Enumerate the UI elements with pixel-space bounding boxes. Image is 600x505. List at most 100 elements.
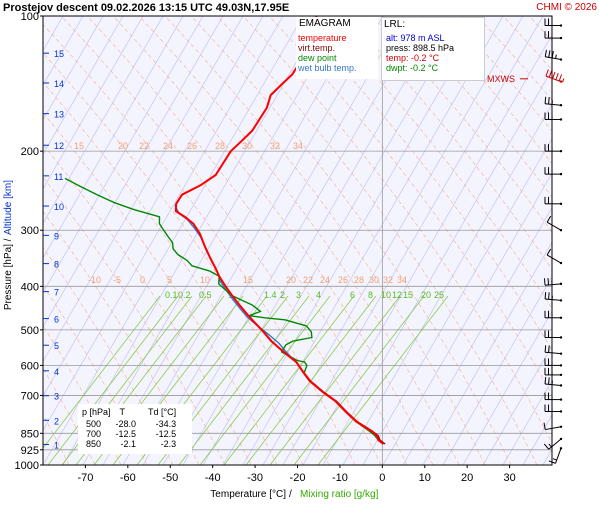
theta-label: 32 [270,141,280,151]
theta-label: 32 [383,275,393,285]
table-cell: -12.5 [144,429,176,439]
lrl-dwpt: dwpt: -0.2 °C [386,63,484,73]
mixing-ratio-label: 20 [421,290,431,300]
mixing-ratio-label: 12 [392,290,402,300]
altitude-tick-label: 1 [54,440,59,450]
table-cell: 700 [82,429,116,439]
wind-barb-dot [560,58,562,60]
summary-table-grid: p [hPa] T Td [°C] 500 -28.0 -34.3 700 -1… [82,407,176,449]
theta-label: 26 [187,141,197,151]
chart-title: Prostejov descent 09.02.2026 13:15 UTC 4… [3,2,289,14]
wind-barb-flag [549,346,550,353]
wind-barb-dot [560,299,562,301]
wind-barb-dot [560,283,562,285]
table-header-row: p [hPa] T Td [°C] [82,407,176,419]
altitude-tick-label: 2 [54,416,59,426]
lrl-temp: temp: -0.2 °C [386,53,484,63]
mixing-ratio-label: 8 [368,290,373,300]
wind-barb-flag [549,377,550,384]
theta-label: 5 [167,275,172,285]
altitude-tick-label: 7 [54,288,59,298]
wind-barb-dot [560,24,562,26]
altitude-tick-label: 3 [54,392,59,402]
legend-item-virt-temp: virt.temp. [298,43,378,53]
table-cell: -34.3 [144,419,176,429]
table-header: T [116,407,145,419]
altitude-tick-label: 4 [54,367,59,377]
mxws-label: MXWS [487,74,515,84]
lrl-alt: alt: 978 m ASL [386,33,484,43]
table-header: Td [°C] [144,407,176,419]
y-axis-separator: / [3,238,14,241]
wind-barb-dot [560,336,562,338]
table-header: p [hPa] [82,407,116,419]
mixing-ratio-label: 1.4 [264,290,277,300]
wind-barb-flag [545,292,546,299]
wind-barb-dot [560,410,562,412]
mixing-ratio-label: 4 [316,290,321,300]
theta-label: 15 [74,141,84,151]
wind-barb-flag [545,377,546,384]
legend-title: EMAGRAM [299,19,378,29]
credit-label: CHMI © 2026 [536,2,597,13]
theta-label: 26 [338,275,348,285]
theta-label: 10 [200,275,210,285]
wind-barb-dot [560,364,562,366]
table-row: 700 -12.5 -12.5 [82,429,176,439]
wind-barb-dot [560,104,562,106]
x-tick-label: -70 [77,472,93,484]
y-tick-label: 1000 [15,460,39,472]
legend-item-dew-point: dew point [298,53,378,63]
y-tick-label: 400 [21,281,39,293]
altitude-tick-label: 8 [54,260,59,270]
mixing-ratio-label: 15 [403,290,413,300]
table-cell: -2.1 [116,439,145,449]
y-tick-label: 200 [21,146,39,158]
table-cell: -2.3 [144,439,176,449]
wind-barb-dot [560,352,562,354]
wind-barb-dot [560,447,562,449]
wind-barb-dot [560,374,562,376]
altitude-tick-label: 5 [54,341,59,351]
wind-barb-flag [545,97,546,104]
mixing-ratio-label: 0.5 [199,290,212,300]
wind-barb-flag [544,278,545,285]
x-axis-label-mixing: Mixing ratio [g/kg] [300,489,379,500]
wind-barb-flag [556,55,557,59]
x-tick-label: -60 [120,472,136,484]
y-tick-label: 300 [21,225,39,237]
wind-barb-dot [560,317,562,319]
theta-label: 34 [397,275,407,285]
theta-label: 20 [118,141,128,151]
mixing-ratio-label: 10 [381,290,391,300]
x-tick-label: -50 [162,472,178,484]
wind-barb-dot [560,438,562,440]
mixing-ratio-label: 0.2 [178,290,191,300]
y-tick-label: 500 [21,325,39,337]
wind-barb-dot [560,229,562,231]
wind-barb-dot [560,384,562,386]
x-tick-label: 0 [379,472,385,484]
x-axis-separator: / [289,489,292,500]
lrl-title: LRL: [384,20,484,30]
theta-label: 24 [320,275,330,285]
theta-label: 28 [354,275,364,285]
wind-barb-flag [549,292,550,299]
theta-label: 20 [286,275,296,285]
altitude-tick-label: 11 [54,172,63,182]
y-axis-label: Pressure [hPa] [3,244,14,310]
theta-label: 24 [163,141,173,151]
table-cell: -28.0 [116,419,145,429]
table-cell: 500 [82,419,116,429]
lrl-press: press: 898.5 hPa [386,43,484,53]
y-tick-label: 850 [21,428,39,440]
y-axis-title: Pressure [hPa] / Altitude [km] [3,180,14,310]
x-tick-label: 30 [503,472,515,484]
theta-label: 22 [303,275,313,285]
table-cell: 850 [82,439,116,449]
wind-barb-dot [560,398,562,400]
mixing-ratio-label: 2 [280,290,285,300]
wind-barb-flag [549,97,550,104]
mixing-ratio-label: 0.1 [165,290,178,300]
